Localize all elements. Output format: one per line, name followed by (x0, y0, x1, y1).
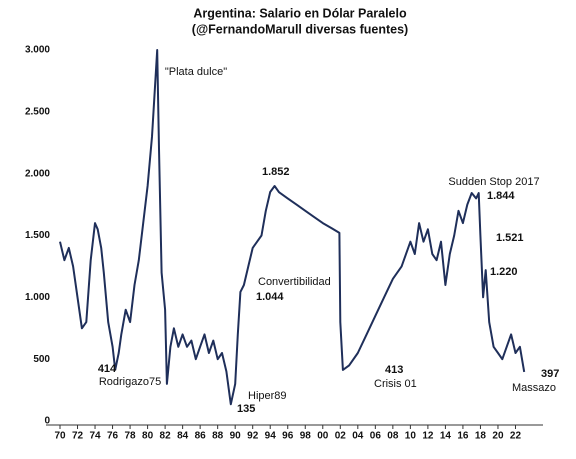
x-tick-label: 80 (142, 431, 154, 442)
x-tick-label: 96 (282, 431, 294, 442)
y-tick-label: 0 (44, 416, 50, 427)
x-tick-label: 74 (89, 431, 101, 442)
x-tick-label: 76 (107, 431, 119, 442)
x-tick-label: 86 (195, 431, 207, 442)
x-tick-label: 10 (405, 431, 417, 442)
y-tick-label: 1.500 (25, 230, 50, 241)
x-tick-label: 18 (475, 431, 487, 442)
data-label: 1.044 (256, 291, 284, 303)
x-tick-label: 72 (72, 431, 84, 442)
x-tick-label: 70 (54, 431, 66, 442)
data-label: 397 (541, 368, 559, 380)
x-tick-label: 92 (247, 431, 259, 442)
x-tick-label: 06 (370, 431, 382, 442)
data-label: 1.521 (496, 232, 524, 244)
x-tick-label: 90 (230, 431, 242, 442)
y-tick-label: 500 (33, 354, 50, 365)
line-series (59, 49, 526, 406)
x-tick-label: 88 (212, 431, 224, 442)
x-tick-label: 16 (457, 431, 469, 442)
y-tick-label: 3.000 (25, 45, 50, 56)
annotation: Crisis 01 (374, 378, 417, 390)
x-tick-label: 04 (352, 431, 364, 442)
annotation: Massazo (512, 382, 556, 394)
data-label: 1.844 (487, 190, 515, 202)
y-tick-label: 1.000 (25, 292, 50, 303)
annotation: Rodrigazo75 (99, 376, 161, 388)
data-label: 1.852 (262, 166, 290, 178)
x-tick-label: 08 (387, 431, 399, 442)
chart-title: Argentina: Salario en Dólar Paralelo (193, 6, 407, 20)
x-tick-label: 02 (335, 431, 347, 442)
data-label: 1.220 (490, 266, 518, 278)
data-label: 414 (98, 363, 117, 375)
data-label: 413 (385, 364, 403, 376)
data-label: 135 (237, 403, 255, 415)
annotation: Sudden Stop 2017 (448, 176, 539, 188)
annotation: "Plata dulce" (165, 66, 227, 78)
annotation: Convertibilidad (258, 276, 331, 288)
x-tick-label: 82 (160, 431, 172, 442)
y-tick-label: 2.500 (25, 106, 50, 117)
y-tick-label: 2.000 (25, 168, 50, 179)
x-tick-label: 22 (510, 431, 522, 442)
x-tick-label: 78 (125, 431, 137, 442)
annotation: Hiper89 (248, 390, 287, 402)
x-tick-label: 84 (177, 431, 189, 442)
x-tick-label: 94 (265, 431, 277, 442)
x-tick-label: 00 (317, 431, 329, 442)
x-tick-label: 12 (422, 431, 434, 442)
x-tick-label: 98 (300, 431, 312, 442)
x-tick-label: 14 (440, 431, 452, 442)
chart-subtitle: (@FernandoMarull diversas fuentes) (192, 22, 408, 36)
x-tick-label: 20 (492, 431, 504, 442)
